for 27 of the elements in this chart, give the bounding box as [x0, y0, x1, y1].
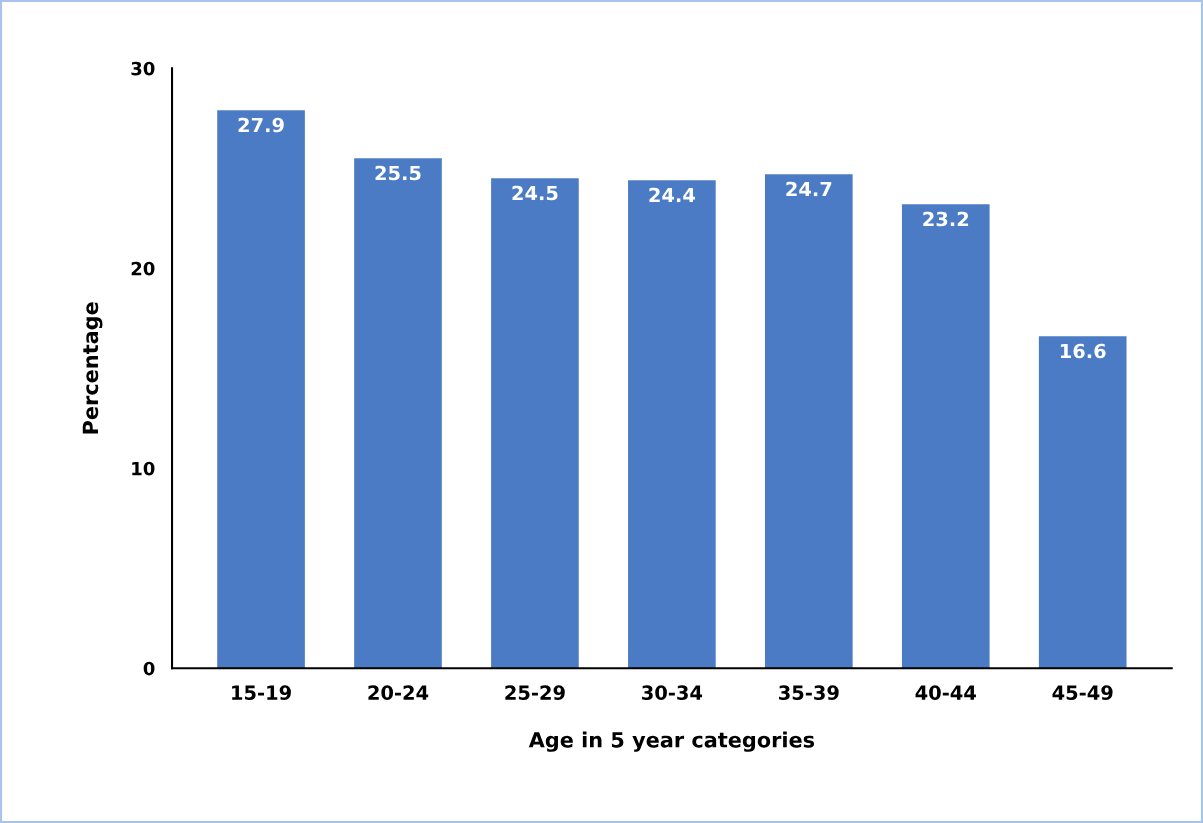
y-tick-label: 20	[131, 261, 155, 276]
bar	[217, 110, 305, 669]
data-label: 24.7	[786, 181, 832, 197]
bar	[628, 180, 716, 669]
x-tick-label: 45-49	[1052, 685, 1113, 700]
data-label: 27.9	[238, 117, 284, 133]
y-tick-label: 0	[143, 661, 155, 676]
bar	[491, 178, 579, 669]
x-tick-label: 15-19	[232, 685, 291, 700]
x-tick-label: 30-34	[642, 685, 703, 700]
x-tick-label: 20-24	[368, 685, 429, 700]
bar	[1038, 336, 1127, 669]
data-label: 23.2	[923, 211, 969, 227]
y-axis-title: Percentage	[82, 302, 103, 434]
data-label: 25.5	[375, 165, 421, 181]
bar	[765, 174, 853, 669]
y-tick-label: 30	[131, 61, 155, 76]
data-label: 24.5	[512, 185, 558, 201]
y-tick-label: 10	[132, 461, 155, 476]
data-label: 24.4	[649, 187, 695, 203]
bar	[354, 158, 442, 669]
x-tick-label: 40-44	[915, 685, 976, 700]
bar	[901, 204, 990, 669]
x-tick-label: 25-29	[505, 685, 565, 700]
x-axis-title: Age in 5 year categories	[528, 731, 815, 752]
x-tick-label: 35-39	[779, 685, 839, 700]
data-label: 16.6	[1060, 343, 1106, 359]
